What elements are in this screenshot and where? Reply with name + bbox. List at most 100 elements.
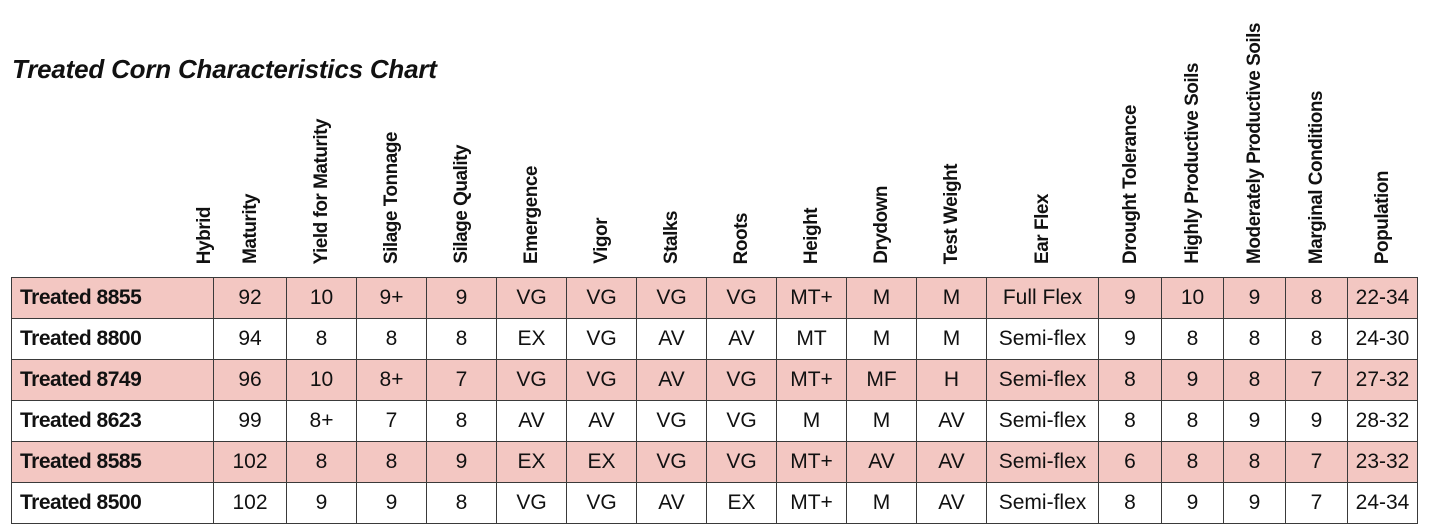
table-cell: 94 bbox=[213, 318, 287, 360]
table-cell: 8 bbox=[1161, 318, 1224, 360]
table-cell: 24-30 bbox=[1347, 318, 1418, 360]
table-cell: 7 bbox=[1285, 359, 1348, 401]
column-header-label: Silage Tonnage bbox=[381, 131, 402, 264]
table-cell: AV bbox=[636, 359, 707, 401]
hybrid-name-cell: Treated 8585 bbox=[11, 441, 214, 483]
table-cell: M bbox=[846, 277, 917, 319]
table-cell: MT+ bbox=[776, 359, 847, 401]
hybrid-name-cell: Treated 8800 bbox=[11, 318, 214, 360]
column-header-label: Highly Productive Soils bbox=[1182, 63, 1203, 264]
table-cell: 8 bbox=[1285, 318, 1348, 360]
column-header-label: Height bbox=[801, 207, 822, 264]
column-header: Ear Flex bbox=[987, 0, 1099, 278]
table-cell: 102 bbox=[213, 441, 287, 483]
table-cell: 7 bbox=[356, 400, 427, 442]
table-cell: 27-32 bbox=[1347, 359, 1418, 401]
table-row: Treated 8800 94 8 8 8 EX VG AV AV MT M M Semi-flex 9 8… bbox=[11, 318, 1418, 360]
table-cell: 9 bbox=[1161, 482, 1224, 524]
table-cell: VG bbox=[706, 359, 777, 401]
table-cell: 8+ bbox=[286, 400, 357, 442]
table-cell: EX bbox=[566, 441, 637, 483]
table-cell: 8 bbox=[1285, 277, 1348, 319]
table-cell: 99 bbox=[213, 400, 287, 442]
table-cell: 9 bbox=[1098, 277, 1162, 319]
column-header-label: Moderately Productive Soils bbox=[1244, 23, 1265, 264]
hybrid-name-cell: Treated 8749 bbox=[11, 359, 214, 401]
column-header-label: Drought Tolerance bbox=[1119, 105, 1141, 264]
table-cell: EX bbox=[496, 441, 567, 483]
table-row: Treated 8623 99 8+ 7 8 AV AV VG VG M M AV Semi-flex 8… bbox=[11, 400, 1418, 442]
column-header-label: Yield for Maturity bbox=[311, 118, 332, 264]
table-cell: M bbox=[846, 318, 917, 360]
table-cell: 8 bbox=[1223, 359, 1286, 401]
table-cell: VG bbox=[496, 277, 567, 319]
column-header: Stalks bbox=[637, 0, 707, 278]
table-cell: AV bbox=[566, 400, 637, 442]
table-cell: M bbox=[916, 318, 987, 360]
table-cell: VG bbox=[566, 359, 637, 401]
table-cell: 8 bbox=[426, 400, 497, 442]
table-cell: VG bbox=[496, 482, 567, 524]
column-header-label: Silage Quality bbox=[451, 145, 472, 264]
column-header: Emergence bbox=[497, 0, 567, 278]
table-cell: 8 bbox=[1161, 441, 1224, 483]
table-cell: H bbox=[916, 359, 987, 401]
table-cell: 9+ bbox=[356, 277, 427, 319]
table-cell: 22-34 bbox=[1347, 277, 1418, 319]
column-header-label: Population bbox=[1372, 170, 1393, 264]
table-cell: EX bbox=[496, 318, 567, 360]
column-header: Maturity bbox=[214, 0, 287, 278]
column-header: Highly Productive Soils bbox=[1162, 0, 1224, 278]
table-row: Treated 8585 102 8 8 9 EX EX VG VG MT+ AV AV Semi-fl… bbox=[11, 441, 1418, 483]
table-cell: 9 bbox=[426, 277, 497, 319]
table-cell: MF bbox=[846, 359, 917, 401]
table-row: Treated 8749 96 10 8+ 7 VG VG AV VG MT+ MF H Semi-fl… bbox=[11, 359, 1418, 401]
table-cell: MT+ bbox=[776, 482, 847, 524]
table-cell: 96 bbox=[213, 359, 287, 401]
table-row: Treated 8855 92 10 9+ 9 VG VG VG VG MT+ M M Full Fle… bbox=[11, 277, 1418, 319]
column-header-label: Roots bbox=[731, 212, 752, 264]
table-cell: 8 bbox=[426, 318, 497, 360]
table-cell: VG bbox=[706, 400, 777, 442]
table-cell: MT+ bbox=[776, 441, 847, 483]
table-cell: Semi-flex bbox=[986, 318, 1099, 360]
table-cell: 9 bbox=[1098, 318, 1162, 360]
column-header: Moderately Productive Soils bbox=[1224, 0, 1286, 278]
column-header-label: Drydown bbox=[871, 186, 892, 264]
table-cell: AV bbox=[916, 441, 987, 483]
column-header: Vigor bbox=[567, 0, 637, 278]
column-header-label: Marginal Conditions bbox=[1306, 90, 1327, 264]
table-cell: AV bbox=[636, 482, 707, 524]
table-cell: 10 bbox=[1161, 277, 1224, 319]
table-cell: 9 bbox=[426, 441, 497, 483]
table-cell: VG bbox=[636, 400, 707, 442]
table-cell: Semi-flex bbox=[986, 482, 1099, 524]
table-cell: 92 bbox=[213, 277, 287, 319]
table-cell: 10 bbox=[286, 277, 357, 319]
table-cell: Semi-flex bbox=[986, 359, 1099, 401]
column-header: Height bbox=[777, 0, 847, 278]
table-cell: 8 bbox=[286, 318, 357, 360]
table-cell: AV bbox=[916, 400, 987, 442]
table-cell: 9 bbox=[1285, 400, 1348, 442]
column-header: Yield for Maturity bbox=[287, 0, 357, 278]
table-cell: 8 bbox=[356, 441, 427, 483]
table-cell: Semi-flex bbox=[986, 400, 1099, 442]
column-header: Population bbox=[1348, 0, 1418, 278]
table-cell: 7 bbox=[1285, 441, 1348, 483]
table-cell: 8 bbox=[1098, 400, 1162, 442]
table-cell: EX bbox=[706, 482, 777, 524]
column-header-label: Vigor bbox=[591, 218, 612, 264]
table-cell: Full Flex bbox=[986, 277, 1099, 319]
table-cell: 28-32 bbox=[1347, 400, 1418, 442]
table-cell: AV bbox=[496, 400, 567, 442]
hybrid-name-cell: Treated 8500 bbox=[11, 482, 214, 524]
table-cell: 9 bbox=[1223, 482, 1286, 524]
table-cell: VG bbox=[566, 482, 637, 524]
header-row: Hybrid Maturity Yield for Maturity Silage T… bbox=[12, 0, 1418, 278]
table-cell: AV bbox=[706, 318, 777, 360]
column-header-label: Hybrid bbox=[193, 206, 215, 264]
column-header: Silage Quality bbox=[427, 0, 497, 278]
table-cell: 9 bbox=[356, 482, 427, 524]
table-row: Treated 8500 102 9 9 8 VG VG AV EX MT+ M AV Semi-fle… bbox=[11, 482, 1418, 524]
